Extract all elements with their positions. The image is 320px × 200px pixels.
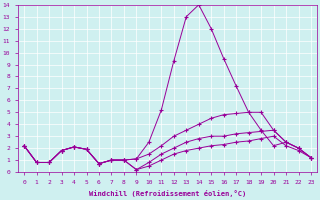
- X-axis label: Windchill (Refroidissement éolien,°C): Windchill (Refroidissement éolien,°C): [89, 190, 246, 197]
